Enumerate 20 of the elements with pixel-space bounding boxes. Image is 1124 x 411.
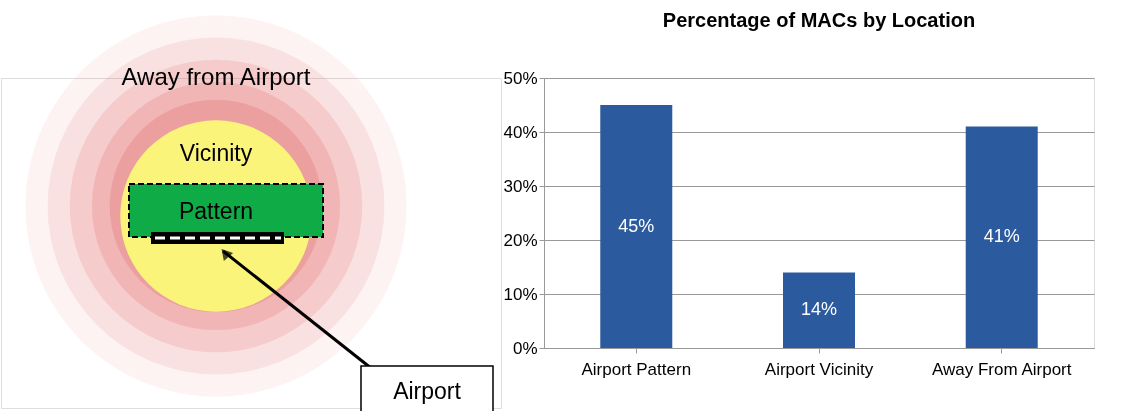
text: Airport [393,378,462,404]
bar [965,126,1038,348]
data-label: 14% [800,299,838,320]
data-label: 41% [983,226,1020,247]
y-tick-label: 30% [503,176,538,196]
chart-title: Percentage of MACs by Location [662,9,976,31]
y-tick-label: 0% [512,338,538,358]
data-label: 45% [618,215,655,236]
y-tick-label: 10% [503,284,538,304]
x-tick-label: Airport Vicinity [764,359,874,379]
text: Pattern [178,198,254,224]
bar [600,105,673,348]
x-tick-label: Away From Airport [931,359,1072,379]
bar [783,272,855,348]
text: Vicinity [179,140,253,166]
y-tick-label: 40% [503,122,538,142]
text: Away from Airport [121,63,311,90]
y-tick-label: 50% [503,68,538,88]
x-tick-label: Airport Pattern [581,359,692,379]
y-tick-label: 20% [503,230,538,250]
